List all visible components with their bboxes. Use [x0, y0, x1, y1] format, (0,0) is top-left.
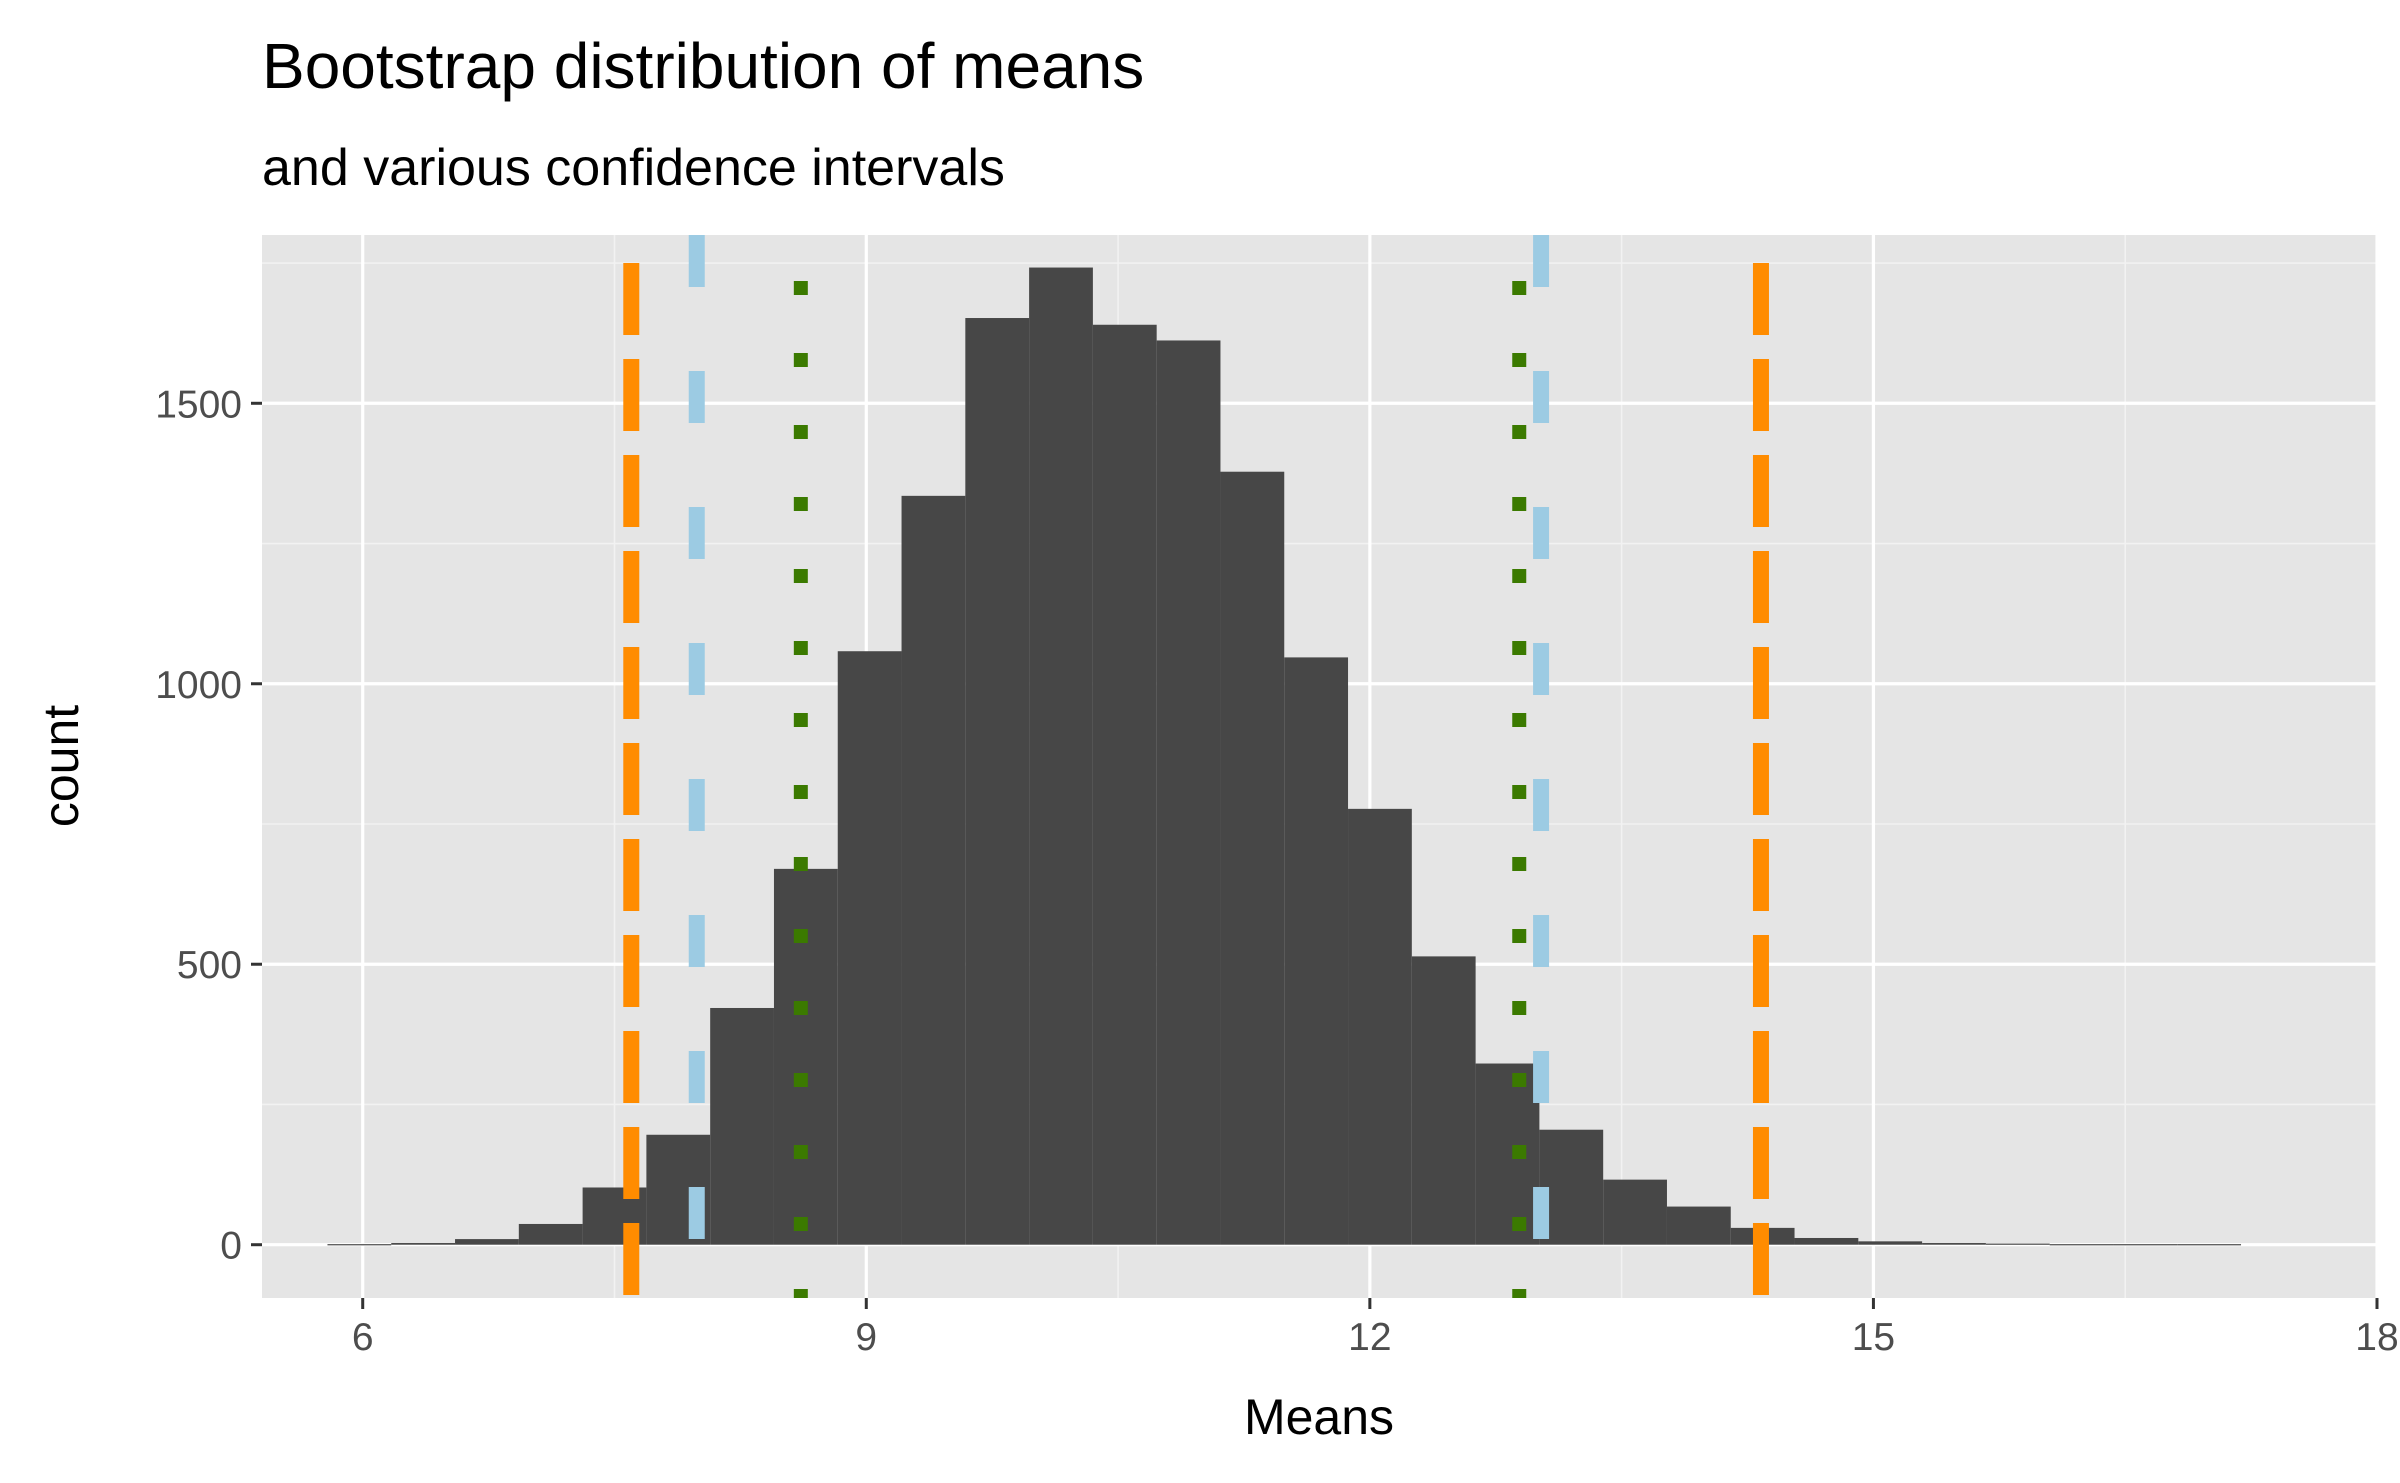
histogram-bar	[2113, 1244, 2178, 1246]
histogram-bar	[710, 1007, 774, 1245]
histogram-bar	[391, 1243, 456, 1245]
x-tick-label: 6	[352, 1316, 374, 1359]
histogram-bar	[1922, 1243, 1986, 1245]
histogram-bar	[773, 868, 838, 1245]
y-tick-label: 1500	[155, 383, 242, 426]
histogram-bar	[1666, 1206, 1731, 1245]
histogram-bars	[327, 267, 2242, 1246]
histogram-bar	[1029, 267, 1093, 1245]
histogram-bar	[1156, 340, 1221, 1245]
y-tick-label: 500	[177, 944, 242, 987]
y-tick-label: 0	[220, 1225, 242, 1268]
histogram-bar	[901, 495, 966, 1245]
chart-subtitle: and various confidence intervals	[262, 139, 1005, 197]
x-tick-label: 15	[1852, 1316, 1895, 1359]
histogram-bar	[1539, 1129, 1604, 1245]
histogram-bar	[1794, 1237, 1859, 1245]
histogram-bar	[1348, 808, 1412, 1245]
histogram-bar	[2049, 1244, 2114, 1246]
histogram-bar	[965, 318, 1030, 1245]
histogram-bar	[327, 1244, 392, 1246]
y-tick-label: 1000	[155, 664, 242, 707]
y-axis-title: count	[33, 705, 89, 827]
x-tick-label: 12	[1348, 1316, 1391, 1359]
x-axis-title: Means	[1244, 1389, 1394, 1445]
histogram-bar	[2177, 1244, 2242, 1246]
histogram-bar	[455, 1239, 519, 1245]
confidence-interval-lines	[623, 235, 1769, 1298]
x-tick-label: 18	[2355, 1316, 2398, 1359]
axes: 6 9 12 15 18 0 500 1000 1500	[155, 383, 2398, 1359]
histogram-bar	[1475, 1063, 1540, 1245]
chart-title: Bootstrap distribution of means	[262, 30, 1144, 102]
histogram-bar	[837, 651, 902, 1245]
x-tick-label: 9	[855, 1316, 877, 1359]
histogram-bar	[1985, 1243, 2050, 1245]
histogram-bar	[1858, 1241, 1923, 1245]
histogram-bar	[1220, 471, 1285, 1245]
histogram-bar	[1092, 324, 1157, 1245]
histogram-bar	[518, 1223, 583, 1245]
histogram-bar	[1603, 1179, 1667, 1245]
histogram-bar	[1411, 956, 1476, 1245]
histogram-bar	[1284, 657, 1349, 1245]
